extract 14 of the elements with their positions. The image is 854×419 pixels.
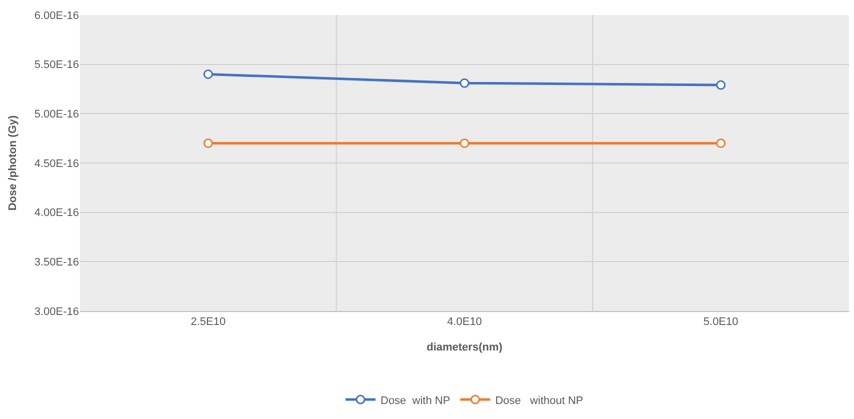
y-tick-label: 4.00E-16 xyxy=(34,207,79,220)
y-axis-title: Dose /photon (Gy) xyxy=(6,115,19,211)
x-tick-label: 2.5E10 xyxy=(190,316,226,328)
x-axis-title: diameters(nm) xyxy=(426,341,503,354)
legend-label: Dose with NP xyxy=(380,394,450,407)
legend-label: Dose without NP xyxy=(495,394,584,407)
y-tick-label: 3.50E-16 xyxy=(34,256,79,269)
y-tick-label: 6.00E-16 xyxy=(34,10,79,22)
y-tick-label: 4.50E-16 xyxy=(34,158,79,170)
y-tick-label: 5.00E-16 xyxy=(34,108,79,121)
x-tick-label: 5.0E10 xyxy=(703,316,738,328)
y-tick-label: 3.00E-16 xyxy=(34,306,79,318)
x-tick-label: 4.0E10 xyxy=(447,316,482,328)
y-tick-label: 5.50E-16 xyxy=(34,59,79,72)
